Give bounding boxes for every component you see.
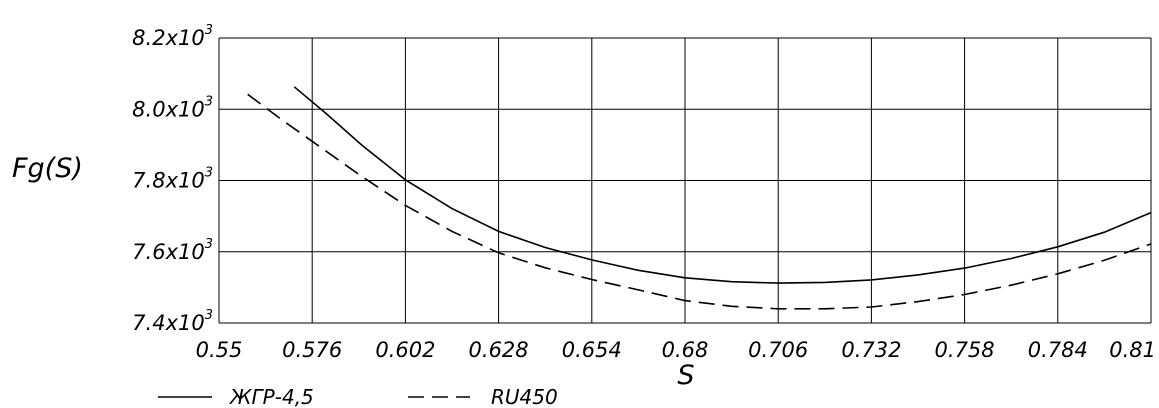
y-tick-label: 7.8x103: [132, 166, 213, 193]
legend-label: RU450: [491, 385, 558, 408]
x-tick-label: 0.602: [375, 338, 435, 362]
x-tick-label: 0.576: [282, 338, 342, 362]
legend-label: ЖГР-4,5: [228, 385, 314, 408]
x-tick-label: 0.654: [562, 338, 622, 362]
x-tick-label: 0.732: [841, 338, 901, 362]
x-tick-label: 0.68: [662, 338, 709, 362]
series-layer: [247, 86, 1152, 310]
x-tick-label: 0.628: [469, 338, 529, 362]
y-tick-label: 8.0x103: [132, 94, 213, 121]
y-tick-label: 8.2x103: [132, 23, 213, 50]
y-axis-label: Fg(S): [12, 153, 83, 184]
x-tick-label: 0.758: [935, 338, 995, 362]
x-tick-label: 0.55: [196, 338, 243, 362]
grid: [218, 37, 1152, 324]
legend: ЖГР-4,5 RU450: [158, 385, 558, 408]
y-tick-label: 7.4x103: [132, 308, 213, 335]
x-tick-label: 0.81: [1109, 338, 1156, 362]
x-axis-label: S: [677, 360, 694, 391]
series-line-solid: [293, 86, 1152, 284]
x-tick-labels: 0.55 0.576 0.602 0.628 0.654 0.68 0.706 0.732 0.…: [196, 338, 1156, 362]
y-tick-labels: 7.4x103 7.6x103 7.8x103 8.0x103 8.2x103: [132, 23, 213, 335]
y-tick-label: 7.6x103: [132, 237, 213, 264]
x-tick-label: 0.784: [1028, 338, 1088, 362]
x-tick-label: 0.706: [748, 338, 808, 362]
series-line-dashed: [247, 93, 1152, 310]
